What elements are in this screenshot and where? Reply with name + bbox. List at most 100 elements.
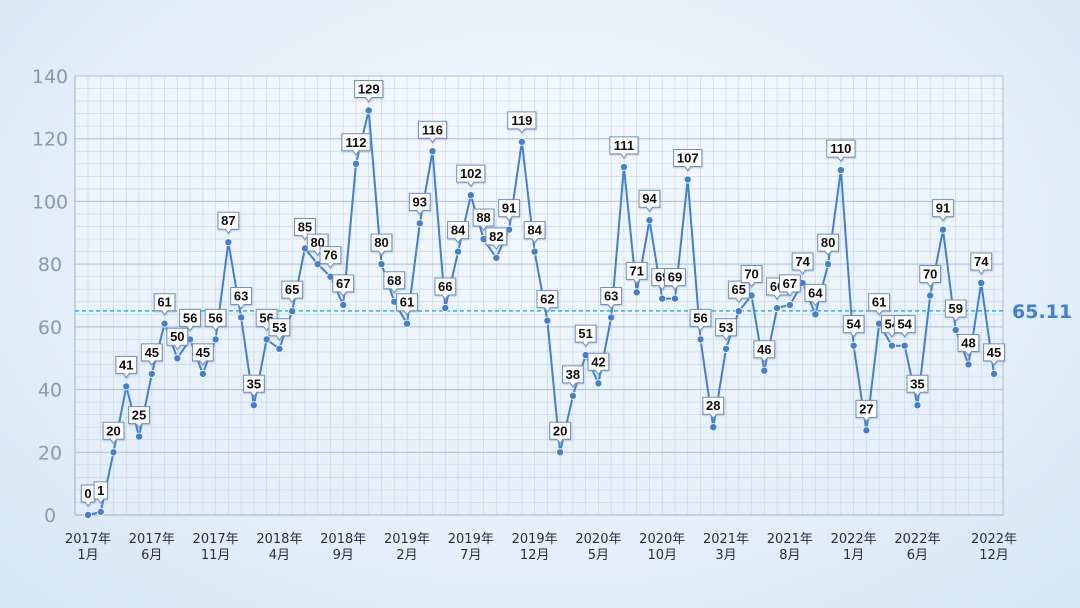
- data-label: 91: [498, 199, 520, 222]
- data-label-box: [689, 308, 712, 332]
- data-point: [288, 307, 297, 316]
- data-point: [275, 344, 284, 353]
- x-tick-year: 2017年: [65, 532, 111, 547]
- data-label-text: 59: [948, 301, 962, 316]
- data-label: 65: [727, 280, 750, 304]
- data-label-text: 119: [511, 113, 532, 128]
- data-point: [670, 294, 679, 303]
- y-tick-label: 20: [38, 442, 62, 464]
- data-label-text: 84: [527, 223, 542, 238]
- data-point: [211, 335, 220, 344]
- data-label: 82: [485, 227, 508, 250]
- data-label-box: [625, 261, 648, 285]
- data-label: 74: [791, 252, 814, 275]
- x-tick-month: 6月: [907, 548, 928, 563]
- data-label-text: 61: [872, 295, 886, 310]
- data-point: [364, 106, 373, 115]
- data-label-text: 93: [413, 194, 427, 209]
- data-label-box: [609, 136, 639, 159]
- data-point: [964, 360, 973, 369]
- data-label: 71: [625, 261, 648, 285]
- data-label: 42: [587, 352, 610, 376]
- data-label-box: [370, 233, 393, 256]
- data-label-text: 94: [642, 191, 657, 206]
- data-label: 61: [868, 293, 891, 316]
- data-label-box: [842, 315, 865, 338]
- data-label-box: [957, 333, 980, 357]
- data-label: 35: [242, 374, 265, 398]
- data-label-box: [217, 211, 240, 235]
- x-tick-year: 2019年: [448, 532, 494, 547]
- data-label: 59: [944, 299, 967, 322]
- data-label-box: [140, 343, 163, 366]
- data-label: 119: [507, 111, 537, 134]
- data-label: 94: [638, 189, 661, 213]
- data-label-box: [944, 299, 967, 322]
- data-point: [262, 335, 271, 344]
- data-point: [977, 278, 986, 287]
- data-label-text: 61: [157, 295, 171, 310]
- data-label-box: [536, 290, 559, 313]
- data-point: [887, 341, 896, 350]
- data-point: [173, 354, 182, 363]
- data-label: 61: [396, 293, 418, 316]
- y-tick-label: 120: [32, 129, 68, 151]
- data-point: [568, 391, 577, 400]
- data-label-text: 67: [783, 276, 797, 291]
- data-point: [249, 401, 258, 410]
- data-label-text: 53: [272, 320, 286, 335]
- x-tick-year: 2021年: [767, 532, 813, 547]
- x-tick-year: 2021年: [703, 532, 749, 547]
- data-point: [517, 137, 526, 146]
- x-tick-month: 12月: [520, 548, 550, 563]
- data-label: 68: [383, 271, 406, 294]
- data-label-text: 129: [358, 81, 380, 96]
- y-tick-label: 40: [38, 380, 62, 402]
- y-tick-label: 60: [38, 317, 62, 339]
- data-label-box: [341, 133, 371, 156]
- data-label-text: 45: [145, 345, 159, 360]
- data-label-box: [906, 374, 929, 398]
- data-label-box: [817, 233, 840, 256]
- data-label-text: 64: [808, 285, 823, 300]
- data-label: 63: [600, 286, 623, 310]
- data-point: [951, 325, 960, 334]
- data-label-text: 111: [614, 138, 634, 153]
- data-label: 67: [778, 274, 801, 297]
- data-label-box: [128, 406, 150, 429]
- data-label: 25: [128, 406, 150, 429]
- data-label-box: [204, 308, 227, 332]
- data-label-box: [868, 293, 891, 316]
- data-label: 70: [919, 265, 942, 288]
- data-label-text: 41: [119, 357, 133, 372]
- data-label-text: 65: [285, 282, 299, 297]
- data-label-box: [791, 252, 814, 275]
- data-label-text: 85: [298, 219, 312, 234]
- data-label: 63: [230, 286, 253, 310]
- data-label-box: [472, 208, 495, 231]
- data-point: [428, 147, 437, 156]
- data-label-box: [268, 318, 291, 341]
- data-label-text: 87: [221, 213, 235, 228]
- data-label-box: [417, 120, 448, 144]
- data-point: [645, 216, 654, 225]
- data-label-text: 88: [476, 210, 490, 225]
- data-label: 74: [970, 252, 993, 275]
- data-point: [900, 341, 909, 350]
- data-point: [351, 159, 360, 168]
- data-point: [926, 291, 935, 300]
- x-tick-year: 2017年: [129, 532, 175, 547]
- x-tick-year: 2020年: [575, 532, 621, 547]
- data-label-box: [600, 286, 623, 310]
- data-label-box: [587, 352, 610, 376]
- data-label-text: 80: [821, 235, 835, 250]
- data-point: [377, 260, 386, 269]
- data-label: 116: [417, 120, 448, 144]
- x-tick-month: 10月: [647, 548, 677, 563]
- data-label: 69: [664, 268, 686, 291]
- data-label-text: 116: [422, 122, 443, 137]
- data-label-text: 63: [234, 288, 248, 303]
- data-point: [632, 288, 641, 297]
- data-point: [339, 300, 348, 309]
- data-label-text: 74: [974, 254, 989, 269]
